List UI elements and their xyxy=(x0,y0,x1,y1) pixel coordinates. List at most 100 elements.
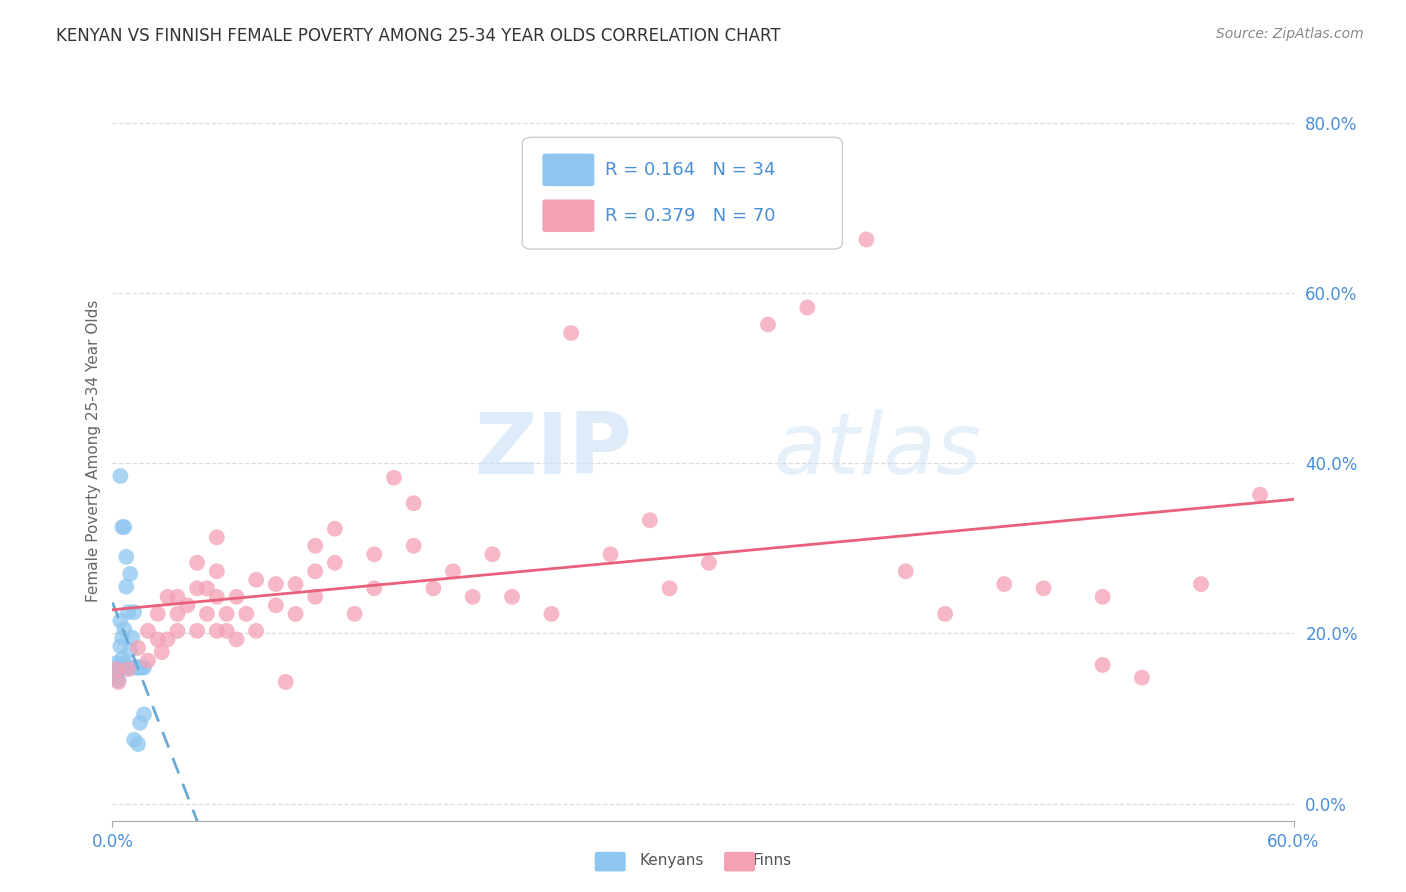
Point xyxy=(156,590,179,604)
Point xyxy=(274,674,297,689)
Point xyxy=(110,639,132,653)
Point xyxy=(245,573,267,587)
Point xyxy=(115,549,138,564)
Point xyxy=(225,590,247,604)
Point xyxy=(195,607,218,621)
Point xyxy=(205,530,228,544)
Point xyxy=(343,607,366,621)
Point xyxy=(894,564,917,578)
Point xyxy=(121,631,143,645)
Point xyxy=(323,556,346,570)
Point xyxy=(150,645,173,659)
Point xyxy=(402,539,425,553)
Point xyxy=(205,590,228,604)
Point xyxy=(186,582,208,596)
Point xyxy=(129,660,152,674)
Point xyxy=(382,471,405,485)
Point xyxy=(122,605,145,619)
Text: R = 0.164   N = 34: R = 0.164 N = 34 xyxy=(605,161,776,179)
Point xyxy=(638,513,661,527)
FancyBboxPatch shape xyxy=(543,153,595,186)
Text: ZIP: ZIP xyxy=(474,409,633,492)
Point xyxy=(205,624,228,638)
Point xyxy=(1189,577,1212,591)
Point xyxy=(105,669,128,683)
Point xyxy=(560,326,582,340)
Point xyxy=(993,577,1015,591)
Point xyxy=(422,582,444,596)
Point xyxy=(166,607,188,621)
Point xyxy=(120,660,142,674)
Point xyxy=(540,607,562,621)
Point xyxy=(127,640,149,655)
Point xyxy=(195,582,218,596)
Point xyxy=(132,707,155,722)
Point xyxy=(110,614,132,628)
Point xyxy=(136,654,159,668)
Point xyxy=(125,660,148,674)
Point xyxy=(756,318,779,332)
Point xyxy=(132,660,155,674)
Point xyxy=(125,660,148,674)
Point xyxy=(111,652,134,666)
Point xyxy=(112,520,135,534)
Point xyxy=(186,556,208,570)
Point xyxy=(127,660,149,674)
Text: R = 0.379   N = 70: R = 0.379 N = 70 xyxy=(605,207,776,225)
Point xyxy=(117,605,139,619)
Point xyxy=(156,632,179,647)
Point xyxy=(697,556,720,570)
Point xyxy=(176,599,198,613)
Point xyxy=(166,590,188,604)
Text: Source: ZipAtlas.com: Source: ZipAtlas.com xyxy=(1216,27,1364,41)
Point xyxy=(1249,488,1271,502)
Point xyxy=(146,607,169,621)
Point xyxy=(284,607,307,621)
Point xyxy=(225,632,247,647)
Point xyxy=(402,496,425,510)
Text: atlas: atlas xyxy=(773,409,981,492)
Point xyxy=(111,631,134,645)
Point xyxy=(304,590,326,604)
Point xyxy=(103,665,125,679)
Text: Kenyans: Kenyans xyxy=(640,854,704,868)
Point xyxy=(117,662,139,676)
Point xyxy=(796,301,818,315)
Point xyxy=(235,607,257,621)
FancyBboxPatch shape xyxy=(522,137,842,249)
Point xyxy=(186,624,208,638)
Point xyxy=(1130,671,1153,685)
Point xyxy=(304,564,326,578)
Point xyxy=(120,566,142,581)
Y-axis label: Female Poverty Among 25-34 Year Olds: Female Poverty Among 25-34 Year Olds xyxy=(86,300,101,601)
Point xyxy=(363,547,385,561)
Point xyxy=(112,622,135,636)
Point xyxy=(215,624,238,638)
Point xyxy=(146,632,169,647)
Point xyxy=(136,624,159,638)
Point xyxy=(110,469,132,483)
Point xyxy=(264,599,287,613)
Point xyxy=(205,564,228,578)
Point xyxy=(461,590,484,604)
Point xyxy=(1032,582,1054,596)
Point xyxy=(481,547,503,561)
Point xyxy=(501,590,523,604)
Point xyxy=(284,577,307,591)
Point xyxy=(363,582,385,596)
Point xyxy=(323,522,346,536)
Point xyxy=(304,539,326,553)
FancyBboxPatch shape xyxy=(543,200,595,232)
Point xyxy=(264,577,287,591)
Point xyxy=(112,657,135,671)
Point xyxy=(115,580,138,594)
Point xyxy=(105,662,128,676)
Point xyxy=(599,547,621,561)
Point xyxy=(166,624,188,638)
Point xyxy=(934,607,956,621)
Point xyxy=(120,643,142,657)
Point xyxy=(127,737,149,751)
Point xyxy=(1091,657,1114,672)
Point xyxy=(111,520,134,534)
Point xyxy=(115,660,138,674)
